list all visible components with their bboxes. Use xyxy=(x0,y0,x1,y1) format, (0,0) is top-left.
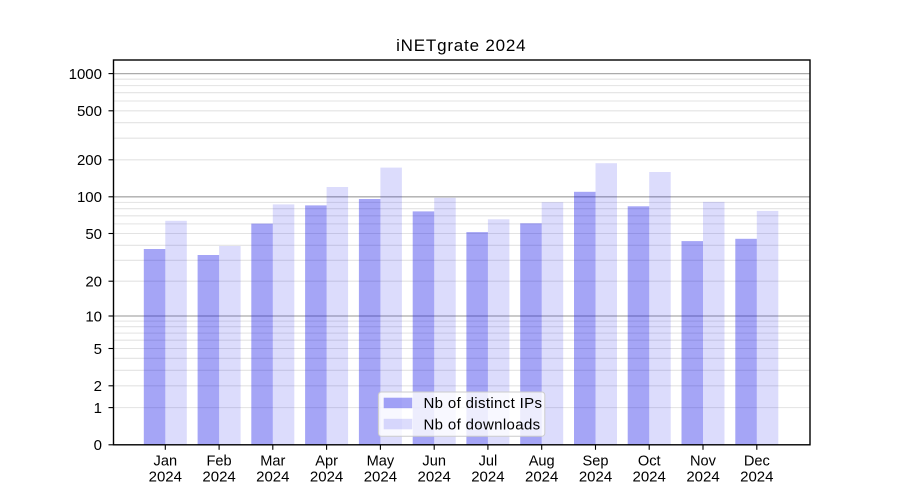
svg-text:Dec: Dec xyxy=(744,454,770,470)
svg-text:2024: 2024 xyxy=(202,469,235,486)
svg-text:20: 20 xyxy=(85,274,102,291)
svg-text:2024: 2024 xyxy=(418,469,451,486)
svg-text:iNETgrate 2024: iNETgrate 2024 xyxy=(396,36,526,55)
svg-text:Jun: Jun xyxy=(422,454,446,470)
svg-text:10: 10 xyxy=(85,308,102,325)
svg-text:Sep: Sep xyxy=(583,454,609,470)
svg-text:Nb of distinct IPs: Nb of distinct IPs xyxy=(424,395,543,412)
svg-text:Nb of downloads: Nb of downloads xyxy=(424,416,541,433)
svg-text:Jan: Jan xyxy=(154,454,178,470)
svg-text:1000: 1000 xyxy=(69,66,102,83)
svg-text:2024: 2024 xyxy=(579,469,612,486)
svg-text:2: 2 xyxy=(94,378,102,395)
svg-text:2024: 2024 xyxy=(740,469,773,486)
svg-text:2024: 2024 xyxy=(686,469,719,486)
svg-text:200: 200 xyxy=(77,152,102,169)
svg-text:2024: 2024 xyxy=(364,469,397,486)
svg-text:2024: 2024 xyxy=(310,469,343,486)
svg-text:Jul: Jul xyxy=(479,454,498,470)
svg-text:May: May xyxy=(367,454,395,470)
svg-text:Oct: Oct xyxy=(638,454,661,470)
svg-text:2024: 2024 xyxy=(471,469,504,486)
svg-text:2024: 2024 xyxy=(149,469,182,486)
svg-text:1: 1 xyxy=(94,400,102,417)
svg-text:5: 5 xyxy=(94,341,102,358)
svg-text:Aug: Aug xyxy=(529,454,555,470)
svg-text:2024: 2024 xyxy=(525,469,558,486)
svg-text:Apr: Apr xyxy=(315,454,338,470)
svg-text:Nov: Nov xyxy=(690,454,717,470)
svg-text:Feb: Feb xyxy=(207,454,232,470)
svg-text:100: 100 xyxy=(77,189,102,206)
svg-text:2024: 2024 xyxy=(256,469,289,486)
svg-text:2024: 2024 xyxy=(633,469,666,486)
svg-text:500: 500 xyxy=(77,103,102,120)
svg-text:0: 0 xyxy=(94,437,102,454)
svg-text:Mar: Mar xyxy=(260,454,285,470)
svg-text:50: 50 xyxy=(85,226,102,243)
